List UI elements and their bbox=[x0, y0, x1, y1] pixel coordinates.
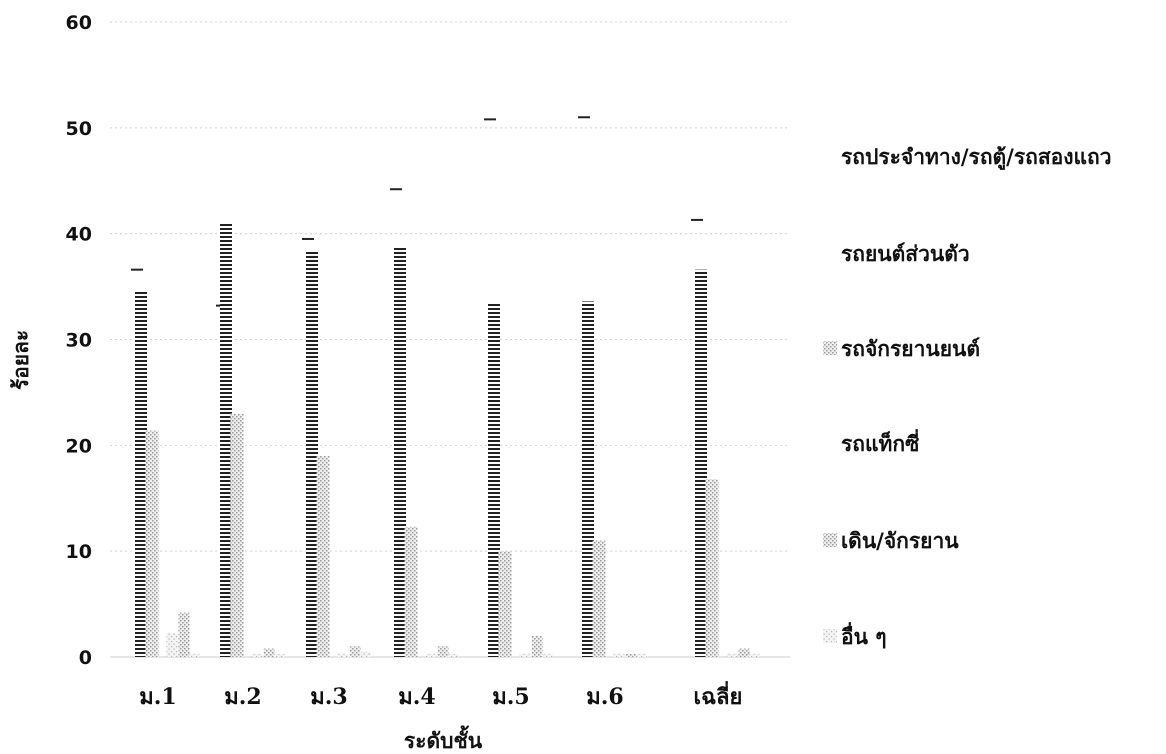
bar bbox=[484, 118, 496, 121]
x-tick-label: ม.2 bbox=[224, 684, 261, 710]
y-axis-ticks: 0 10 20 30 40 50 60 bbox=[66, 12, 92, 669]
x-axis-ticks: ม.1 ม.2 ม.3 ม.4 ม.5 ม.6 เฉลี่ย bbox=[139, 680, 742, 710]
bar bbox=[135, 291, 147, 657]
legend-label: รถแท็กซี่ bbox=[841, 428, 919, 456]
x-tick-label: ม.3 bbox=[310, 684, 347, 710]
bar bbox=[220, 223, 232, 658]
bar bbox=[131, 268, 143, 271]
legend-label: อื่น ๆ bbox=[841, 621, 887, 649]
y-tick-label: 60 bbox=[66, 12, 92, 34]
bar bbox=[145, 430, 159, 657]
bar bbox=[316, 455, 330, 657]
bar bbox=[592, 540, 606, 657]
y-tick-label: 10 bbox=[66, 541, 92, 563]
legend-label: รถประจำทาง/รถตู้/รถสองแถว bbox=[841, 144, 1112, 171]
bar bbox=[625, 653, 637, 657]
bar bbox=[519, 653, 531, 657]
legend-swatch bbox=[823, 629, 837, 643]
y-tick-label: 40 bbox=[66, 224, 92, 246]
bar bbox=[337, 653, 349, 657]
bar bbox=[531, 635, 543, 657]
bar bbox=[695, 269, 707, 657]
bar bbox=[726, 653, 738, 657]
y-tick-label: 50 bbox=[66, 118, 92, 140]
bar bbox=[738, 648, 750, 657]
y-tick-label: 20 bbox=[66, 435, 92, 457]
bar bbox=[748, 653, 760, 657]
legend: รถประจำทาง/รถตู้/รถสองแถวรถยนต์ส่วนตัวรถ… bbox=[823, 144, 1112, 649]
bar bbox=[251, 653, 263, 657]
bar bbox=[394, 246, 406, 657]
bars bbox=[131, 116, 760, 658]
bar bbox=[578, 116, 590, 119]
bar bbox=[613, 653, 625, 657]
y-tick-label: 30 bbox=[66, 330, 92, 352]
bar bbox=[488, 302, 500, 657]
bar bbox=[425, 653, 437, 657]
x-tick-label: ม.6 bbox=[586, 684, 623, 710]
bar bbox=[447, 653, 459, 657]
bar bbox=[273, 653, 285, 657]
bar bbox=[437, 646, 449, 657]
bar bbox=[302, 237, 314, 240]
x-tick-label: เฉลี่ย bbox=[694, 680, 743, 710]
bar bbox=[230, 413, 244, 657]
bar bbox=[635, 653, 647, 657]
bar bbox=[691, 218, 703, 221]
bar bbox=[705, 479, 719, 657]
bar bbox=[349, 646, 361, 657]
y-axis-title: ร้อยละ bbox=[8, 330, 33, 390]
gridlines bbox=[110, 21, 790, 658]
legend-label: รถจักรยานยนต์ bbox=[841, 336, 980, 361]
bar bbox=[306, 251, 318, 658]
bar bbox=[404, 526, 418, 657]
bar bbox=[541, 653, 553, 657]
bar bbox=[390, 188, 402, 191]
bar bbox=[359, 651, 371, 657]
x-tick-label: ม.4 bbox=[398, 684, 435, 710]
legend-label: รถยนต์ส่วนตัว bbox=[841, 241, 970, 266]
bar bbox=[582, 301, 594, 657]
legend-swatch bbox=[823, 341, 837, 355]
bar bbox=[188, 653, 200, 657]
bar bbox=[263, 648, 275, 657]
x-tick-label: ม.1 bbox=[139, 684, 176, 710]
legend-label: เดิน/จักรยาน bbox=[841, 528, 959, 553]
bar bbox=[178, 612, 190, 657]
y-tick-label: 0 bbox=[79, 647, 92, 669]
legend-swatch bbox=[823, 533, 837, 547]
bar bbox=[166, 632, 178, 657]
x-axis-title: ระดับชั้น bbox=[404, 725, 483, 753]
bar bbox=[498, 551, 512, 657]
x-tick-label: ม.5 bbox=[492, 684, 529, 710]
